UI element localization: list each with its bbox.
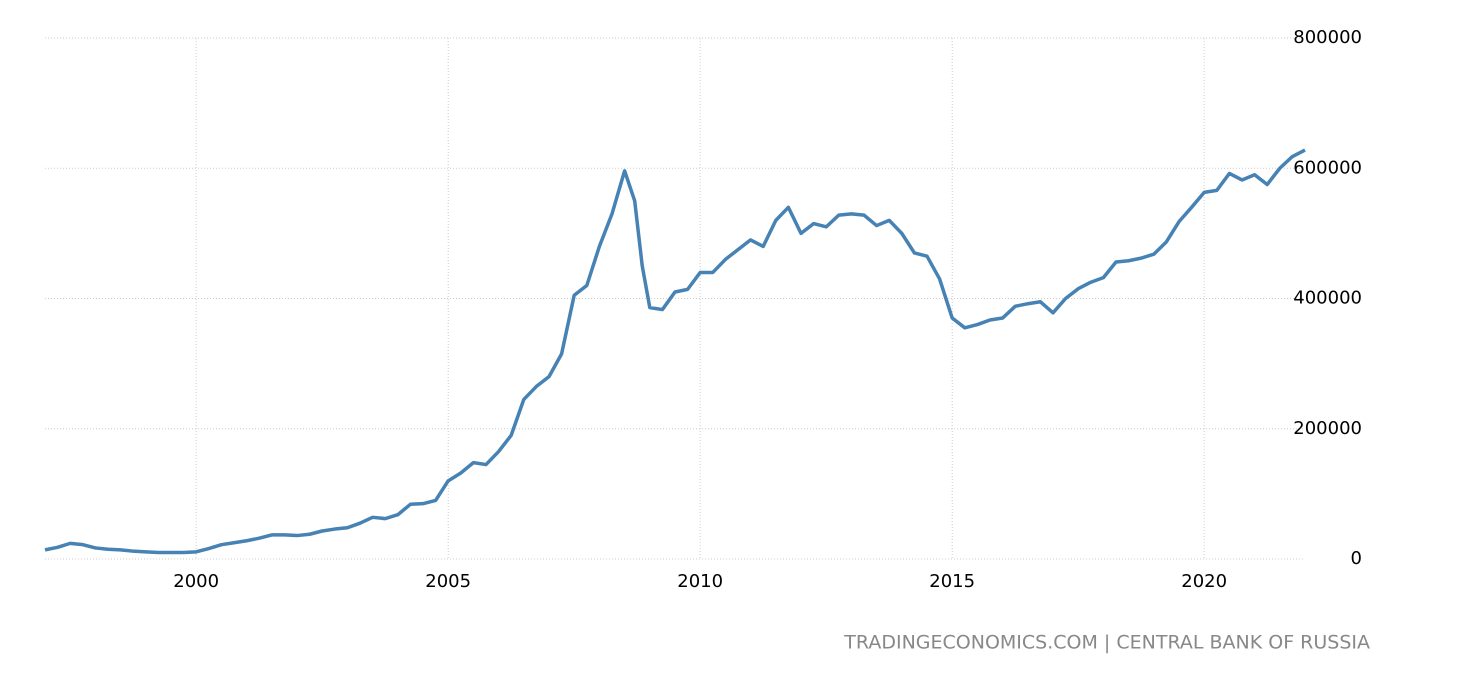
x-tick-label: 2015 xyxy=(929,571,975,592)
x-tick-label: 2020 xyxy=(1181,571,1227,592)
y-tick-label: 0 xyxy=(1351,548,1362,569)
x-tick-label: 2000 xyxy=(173,571,219,592)
source: TRADINGECONOMICS.COM | CENTRAL BANK OF R… xyxy=(843,632,1370,654)
y-tick-label: 200000 xyxy=(1293,418,1362,439)
y-tick-label: 400000 xyxy=(1293,288,1362,309)
y-tick-label: 800000 xyxy=(1293,27,1362,48)
x-tick-label: 2005 xyxy=(425,571,471,592)
x-tick-label: 2010 xyxy=(677,571,723,592)
line xyxy=(44,148,1306,555)
y-tick-label: 600000 xyxy=(1293,157,1362,178)
